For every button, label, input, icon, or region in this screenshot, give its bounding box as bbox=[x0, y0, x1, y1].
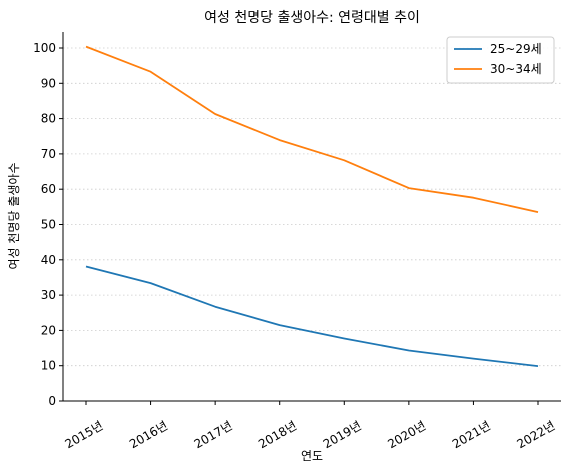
chart-title: 여성 천명당 출생아수: 연령대별 추이 bbox=[204, 10, 420, 26]
y-tick-label: 60 bbox=[41, 182, 56, 196]
y-tick-label: 100 bbox=[33, 41, 56, 55]
legend: 25~29세 30~34세 bbox=[446, 36, 555, 84]
gridlines bbox=[63, 47, 561, 367]
legend-label: 30~34세 bbox=[490, 62, 542, 76]
series-lines bbox=[85, 45, 539, 367]
x-axis-label: 연도 bbox=[301, 449, 323, 463]
y-tick-label: 90 bbox=[41, 76, 56, 90]
x-tick-label: 2018년 bbox=[256, 418, 299, 451]
y-tick-label: 80 bbox=[41, 112, 56, 126]
x-tick-label: 2022년 bbox=[514, 418, 557, 451]
legend-label: 25~29세 bbox=[490, 42, 542, 56]
series-line-1 bbox=[85, 45, 539, 213]
x-tick-label: 2017년 bbox=[192, 418, 235, 451]
y-axis-label: 여성 천명당 출생아수 bbox=[6, 163, 21, 270]
series-line-0 bbox=[85, 265, 539, 367]
x-tick-label: 2021년 bbox=[450, 418, 493, 451]
x-tick-label: 2019년 bbox=[321, 418, 364, 451]
y-axis-ticks: 0 10 20 30 40 50 60 70 80 90 100 bbox=[33, 41, 63, 408]
x-tick-label: 2016년 bbox=[127, 418, 170, 451]
x-tick-label: 2015년 bbox=[62, 418, 105, 451]
y-tick-label: 0 bbox=[48, 394, 56, 408]
y-tick-label: 70 bbox=[41, 147, 56, 161]
y-tick-label: 50 bbox=[41, 218, 56, 232]
x-axis-ticks: 2015년 2016년 2017년 2018년 2019년 2020년 2021년 2022년 bbox=[62, 401, 558, 451]
y-tick-label: 10 bbox=[41, 359, 56, 373]
y-tick-label: 40 bbox=[41, 253, 56, 267]
x-tick-label: 2020년 bbox=[385, 418, 428, 451]
y-tick-label: 20 bbox=[41, 323, 56, 337]
y-tick-label: 30 bbox=[41, 288, 56, 302]
